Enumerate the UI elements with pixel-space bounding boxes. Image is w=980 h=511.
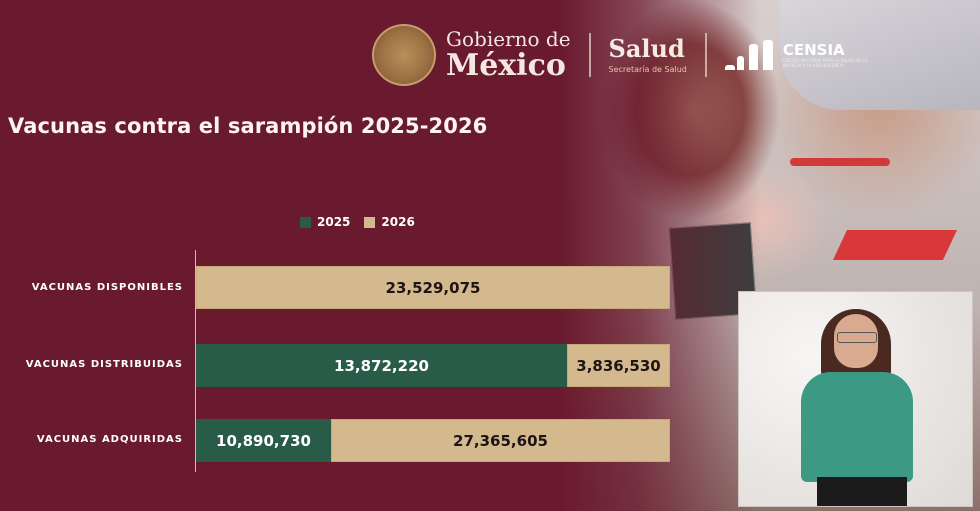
bar-segment-2026: 3,836,530 <box>567 344 670 387</box>
header-logos: Gobierno de México Salud Secretaría de S… <box>372 24 873 86</box>
mexico-seal-icon <box>372 24 436 86</box>
photo-bike <box>790 158 890 166</box>
category-label: VACUNAS ADQUIRIDAS <box>36 434 183 445</box>
legend-swatch-2025 <box>300 216 311 228</box>
chart-title: Vacunas contra el sarampión 2025-2026 <box>8 114 488 138</box>
logo-divider <box>704 33 707 77</box>
chart-legend: 2025 2026 <box>300 215 415 229</box>
photo-bike-seat <box>833 230 957 260</box>
category-label: VACUNAS DISTRIBUIDAS <box>25 359 183 370</box>
legend-item-2026: 2026 <box>364 215 415 229</box>
bar-segment-2026: 23,529,075 <box>196 266 670 309</box>
legend-item-2025: 2025 <box>300 215 350 229</box>
bar-segment-2025: 13,872,220 <box>196 344 567 387</box>
y-axis-line <box>195 250 196 472</box>
salud-logo: Salud Secretaría de Salud <box>608 33 687 74</box>
logo-divider <box>588 33 591 77</box>
bar-disponibles: 23,529,075 <box>196 266 670 309</box>
bar-segment-2025: 10,890,730 <box>196 419 331 462</box>
bar-distribuidas: 13,872,220 3,836,530 <box>196 344 670 387</box>
gobierno-top: Gobierno de <box>446 27 571 51</box>
bar-segment-2026: 27,365,605 <box>331 419 670 462</box>
bar-adquiridas: 10,890,730 27,365,605 <box>196 419 670 462</box>
salud-subtitle: Secretaría de Salud <box>608 64 687 74</box>
legend-label-2026: 2026 <box>381 215 415 229</box>
family-figures-icon <box>724 40 779 70</box>
censia-logo: CENSIA CENTRO NACIONAL PARA LA SALUD DE … <box>724 40 873 70</box>
photo-hat <box>780 0 980 110</box>
sign-language-interpreter-video <box>738 291 973 507</box>
salud-text: Salud <box>608 33 685 63</box>
censia-subtitle: CENTRO NACIONAL PARA LA SALUD DE LA INFA… <box>782 57 868 68</box>
censia-text: CENSIA <box>782 40 845 59</box>
gobierno-logo: Gobierno de México <box>446 29 571 81</box>
legend-label-2025: 2025 <box>317 215 351 229</box>
category-label: VACUNAS DISPONIBLES <box>31 282 183 293</box>
legend-swatch-2026 <box>364 216 376 228</box>
gobierno-main: México <box>446 48 566 83</box>
